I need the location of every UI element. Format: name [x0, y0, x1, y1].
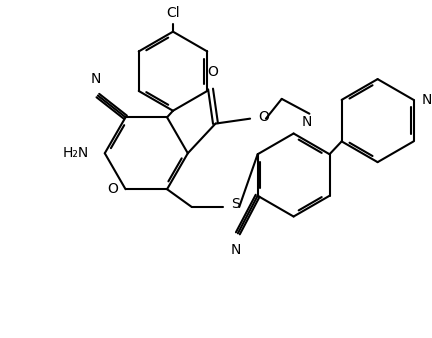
Text: N: N [422, 93, 432, 107]
Text: N: N [231, 243, 241, 257]
Text: O: O [207, 65, 218, 79]
Text: H₂N: H₂N [63, 146, 89, 160]
Text: O: O [107, 182, 118, 196]
Text: S: S [231, 197, 240, 211]
Text: N: N [91, 72, 101, 86]
Text: O: O [258, 110, 269, 124]
Text: N: N [302, 115, 312, 128]
Text: Cl: Cl [166, 6, 180, 20]
